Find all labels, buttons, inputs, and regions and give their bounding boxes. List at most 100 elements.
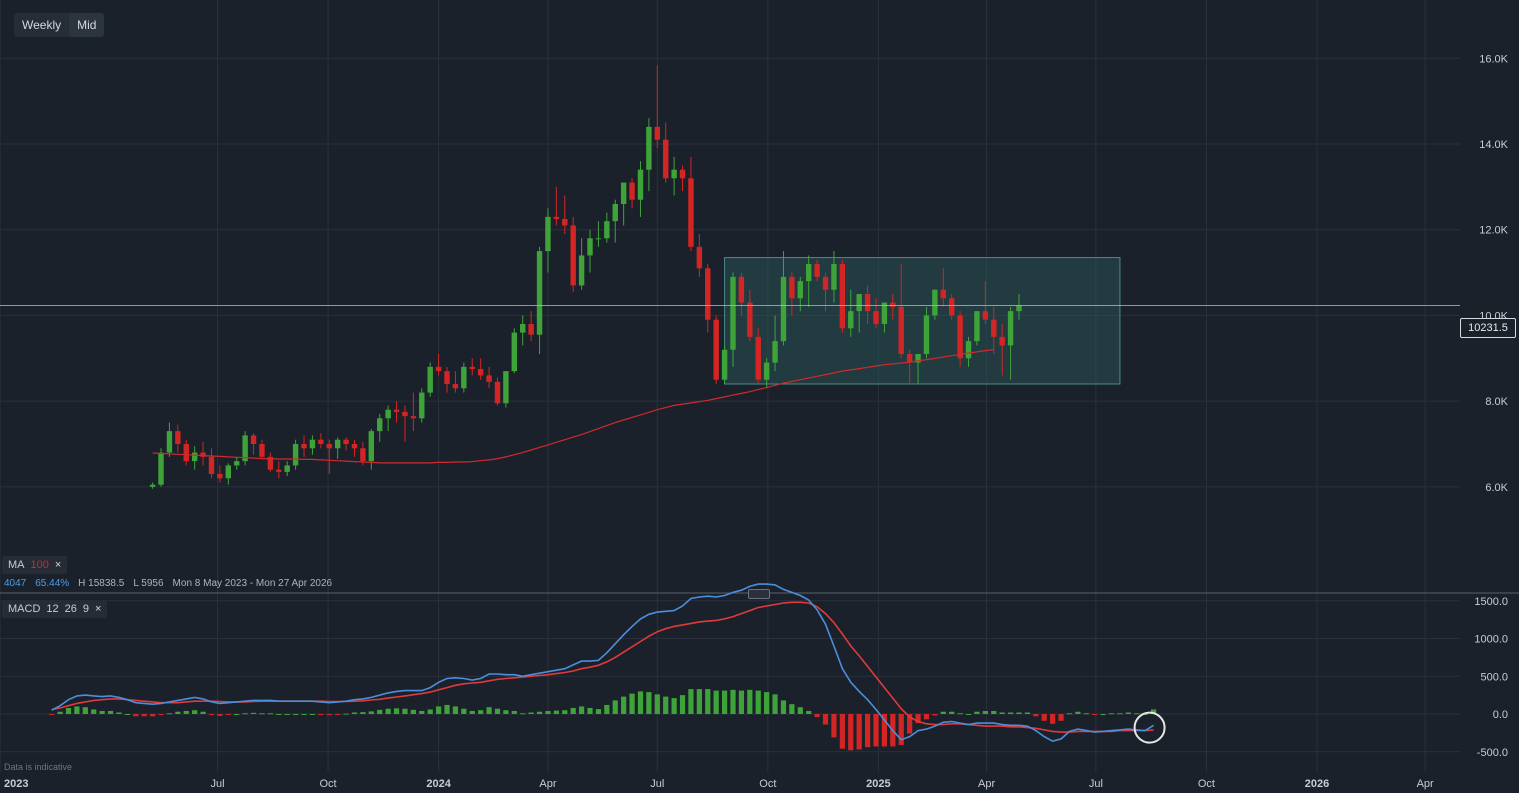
candle bbox=[309, 439, 316, 449]
candle bbox=[444, 371, 450, 384]
macd-histogram-bar bbox=[814, 714, 820, 718]
macd-histogram-bar bbox=[1058, 714, 1064, 721]
candle bbox=[208, 456, 215, 474]
x-tick-label: Apr bbox=[1417, 778, 1434, 790]
timeframe-selector: Weekly Mid bbox=[14, 13, 105, 37]
y-tick-label: -500.0 bbox=[1477, 747, 1508, 759]
macd-histogram-bar bbox=[1108, 713, 1115, 715]
macd-histogram-bar bbox=[595, 709, 602, 714]
x-tick-label: Oct bbox=[759, 778, 776, 790]
macd-histogram-bar bbox=[822, 714, 829, 725]
macd-histogram-bar bbox=[234, 714, 240, 715]
macd-histogram-bar bbox=[982, 710, 988, 714]
macd-histogram-bar bbox=[1083, 713, 1089, 715]
x-tick-label: Oct bbox=[319, 778, 336, 790]
macd-slow: 26 bbox=[64, 603, 77, 615]
y-tick-label: 500.0 bbox=[1480, 671, 1508, 683]
macd-histogram-bar bbox=[839, 714, 845, 749]
candle bbox=[991, 319, 997, 337]
candle bbox=[292, 444, 299, 466]
macd-histogram-bar bbox=[1075, 711, 1081, 714]
macd-histogram-bar bbox=[49, 714, 55, 715]
macd-histogram-bar bbox=[410, 709, 416, 714]
macd-histogram-bar bbox=[1117, 713, 1123, 715]
candle bbox=[385, 409, 391, 419]
macd-histogram-bar bbox=[1007, 712, 1014, 714]
macd-histogram-bar bbox=[293, 714, 299, 715]
macd-histogram-bar bbox=[831, 714, 837, 738]
macd-indicator-legend[interactable]: MACD 12 26 9 × bbox=[2, 600, 108, 618]
candle bbox=[461, 366, 467, 389]
price-type-button[interactable]: Mid bbox=[69, 13, 105, 37]
candle bbox=[587, 238, 593, 256]
low-value: L 5956 bbox=[133, 578, 164, 589]
close-icon[interactable]: × bbox=[54, 559, 62, 571]
candle bbox=[738, 276, 745, 303]
macd-histogram-bar bbox=[107, 710, 114, 714]
high-value: H 15838.5 bbox=[78, 578, 125, 589]
pane-resize-handle[interactable] bbox=[748, 589, 770, 599]
macd-histogram-bar bbox=[99, 710, 105, 714]
macd-histogram-bar bbox=[65, 707, 72, 714]
macd-histogram-bar bbox=[1100, 714, 1106, 715]
macd-histogram-bar bbox=[907, 714, 913, 734]
macd-histogram-bar bbox=[116, 712, 122, 714]
macd-histogram-bar bbox=[797, 707, 803, 714]
candle bbox=[494, 381, 501, 404]
candle bbox=[806, 264, 812, 282]
candle bbox=[856, 294, 862, 312]
macd-histogram-bar bbox=[1150, 709, 1157, 714]
ma-indicator-legend[interactable]: MA 100 × bbox=[2, 556, 68, 574]
macd-histogram-bar bbox=[949, 711, 955, 714]
y-tick-label: 6.0K bbox=[1485, 482, 1508, 494]
candle bbox=[250, 435, 257, 444]
candle bbox=[234, 461, 240, 466]
candle bbox=[974, 311, 980, 342]
macd-histogram-bar bbox=[183, 710, 189, 714]
macd-histogram-bar bbox=[309, 714, 316, 715]
macd-histogram-bar bbox=[965, 714, 972, 715]
macd-histogram-bar bbox=[974, 711, 980, 714]
macd-histogram-bar bbox=[343, 713, 349, 715]
x-tick-label: Oct bbox=[1198, 778, 1215, 790]
close-icon[interactable]: × bbox=[95, 603, 102, 615]
x-tick-label: Jul bbox=[1089, 778, 1103, 790]
macd-histogram-bar bbox=[898, 714, 904, 745]
candle bbox=[637, 169, 644, 200]
x-tick-label: Apr bbox=[978, 778, 995, 790]
candle bbox=[469, 366, 475, 369]
macd-histogram-bar bbox=[646, 692, 652, 714]
candle bbox=[696, 246, 703, 269]
macd-histogram-bar bbox=[536, 711, 543, 714]
candle bbox=[393, 409, 400, 412]
macd-histogram-bar bbox=[452, 706, 459, 714]
candle bbox=[402, 411, 408, 417]
interval-button[interactable]: Weekly bbox=[22, 18, 62, 32]
candle bbox=[368, 431, 375, 462]
candle bbox=[604, 221, 610, 239]
candle bbox=[663, 139, 669, 179]
candle bbox=[334, 439, 341, 449]
candle bbox=[595, 238, 602, 240]
macd-histogram-bar bbox=[562, 710, 568, 714]
candle bbox=[848, 311, 854, 329]
macd-histogram-bar bbox=[721, 690, 728, 714]
candle bbox=[831, 264, 837, 290]
candle bbox=[158, 452, 164, 485]
macd-histogram-bar bbox=[578, 706, 585, 714]
macd-histogram-bar bbox=[663, 696, 669, 714]
candle bbox=[166, 431, 173, 453]
macd-histogram-bar bbox=[1033, 714, 1039, 717]
candle bbox=[822, 276, 829, 290]
candle bbox=[755, 336, 761, 380]
macd-histogram-bar bbox=[351, 712, 358, 714]
ma100-line bbox=[152, 349, 994, 464]
candle bbox=[175, 431, 181, 444]
candle bbox=[318, 439, 324, 444]
signal-line bbox=[51, 601, 1154, 733]
candle bbox=[620, 182, 627, 204]
candle bbox=[654, 126, 661, 140]
macd-histogram-bar bbox=[402, 708, 408, 714]
candle bbox=[410, 416, 417, 419]
